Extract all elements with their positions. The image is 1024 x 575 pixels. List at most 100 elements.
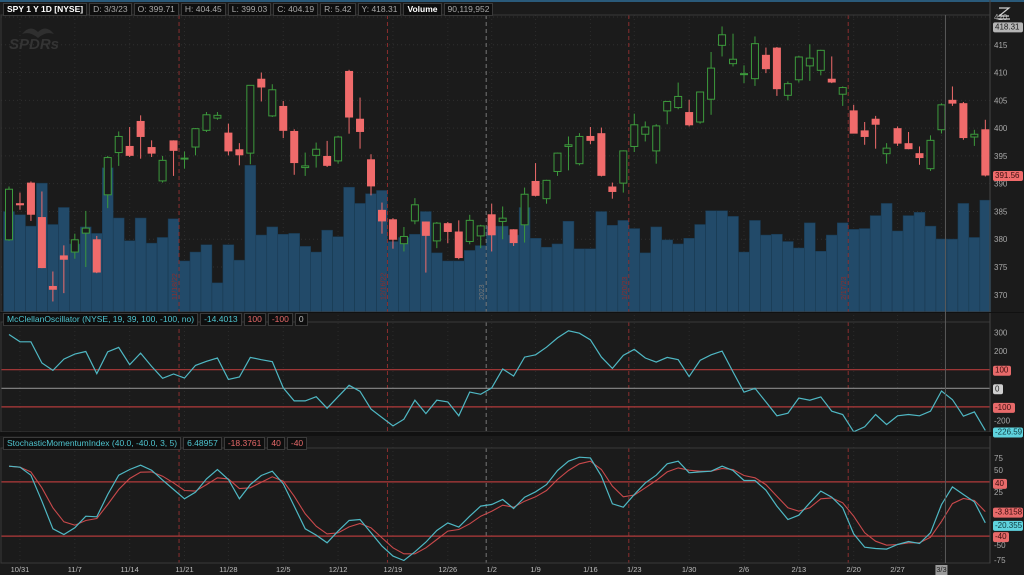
candle[interactable] [15, 192, 24, 210]
candle[interactable] [158, 155, 167, 183]
candle[interactable] [849, 104, 858, 134]
candle[interactable] [520, 187, 529, 243]
candle[interactable] [619, 150, 628, 193]
candle[interactable] [882, 143, 891, 164]
candle[interactable] [707, 52, 716, 115]
candle[interactable] [5, 186, 13, 241]
candle[interactable] [465, 214, 474, 245]
candle[interactable] [367, 154, 376, 196]
candle[interactable] [783, 81, 792, 101]
candle[interactable] [125, 127, 134, 158]
candle[interactable] [586, 127, 595, 145]
candle[interactable] [169, 140, 178, 176]
pane-splitter[interactable] [0, 312, 1024, 313]
candle[interactable] [356, 97, 365, 149]
candle[interactable] [180, 151, 189, 169]
candle[interactable] [893, 126, 902, 146]
symbol-label[interactable]: SPY 1 Y 1D [NYSE] [3, 3, 88, 16]
candle[interactable] [476, 224, 485, 249]
candle[interactable] [926, 135, 935, 171]
candle[interactable] [970, 129, 979, 146]
candle[interactable] [674, 82, 683, 110]
volume-label[interactable]: Volume [403, 3, 442, 16]
candle[interactable] [279, 100, 288, 139]
price-tick-label: 375 [994, 263, 1008, 272]
candle[interactable] [937, 103, 946, 134]
candle[interactable] [388, 218, 397, 249]
candle[interactable] [761, 47, 770, 74]
candle[interactable] [37, 191, 46, 269]
candle[interactable] [268, 84, 277, 118]
candle[interactable] [202, 112, 211, 133]
candle[interactable] [290, 129, 299, 175]
candle[interactable] [421, 221, 430, 273]
candle[interactable] [323, 140, 332, 168]
candle[interactable] [597, 127, 606, 177]
candle[interactable] [696, 91, 705, 124]
candle[interactable] [860, 122, 869, 145]
candle[interactable] [509, 229, 518, 246]
candle[interactable] [26, 181, 35, 221]
candle[interactable] [542, 179, 551, 204]
candle[interactable] [487, 203, 496, 252]
volume-bar [595, 211, 608, 313]
candle[interactable] [794, 55, 803, 83]
candle[interactable] [454, 220, 463, 260]
candle[interactable] [81, 210, 90, 268]
candle[interactable] [838, 86, 847, 106]
candle[interactable] [575, 133, 584, 166]
candle[interactable] [345, 69, 354, 134]
candle[interactable] [630, 113, 639, 153]
candle[interactable] [59, 245, 68, 294]
candle[interactable] [334, 135, 343, 164]
candle[interactable] [641, 121, 650, 142]
candle[interactable] [750, 36, 759, 86]
zoom-icon[interactable] [997, 7, 1011, 20]
candle[interactable] [739, 65, 748, 84]
candle[interactable] [959, 102, 968, 140]
candle[interactable] [114, 131, 123, 166]
candle[interactable] [772, 47, 781, 96]
candle[interactable] [147, 140, 156, 158]
candle[interactable] [399, 227, 408, 252]
candle[interactable] [553, 152, 562, 176]
candle[interactable] [92, 235, 101, 274]
candle[interactable] [301, 152, 310, 176]
candle[interactable] [652, 124, 661, 164]
candle[interactable] [564, 136, 573, 171]
candle[interactable] [685, 99, 694, 127]
mcclellan-title[interactable]: McClellanOscillator (NYSE, 19, 39, 100, … [3, 313, 199, 326]
candle[interactable] [48, 271, 57, 302]
candle[interactable] [432, 222, 441, 249]
candle[interactable] [257, 72, 266, 102]
candle[interactable] [498, 206, 507, 240]
candle[interactable] [246, 84, 255, 165]
candle[interactable] [235, 143, 244, 166]
candle[interactable] [191, 128, 200, 156]
candle[interactable] [915, 146, 924, 165]
candle[interactable] [871, 115, 880, 149]
candle[interactable] [70, 233, 79, 259]
candle[interactable] [904, 132, 913, 150]
candle[interactable] [531, 163, 540, 197]
candle[interactable] [718, 26, 727, 57]
candle[interactable] [827, 56, 836, 84]
candle[interactable] [948, 86, 957, 106]
candle[interactable] [443, 222, 452, 244]
candle[interactable] [805, 44, 814, 81]
candle[interactable] [377, 202, 386, 234]
candle[interactable] [729, 33, 738, 67]
candle[interactable] [103, 155, 112, 209]
candle[interactable] [410, 198, 419, 225]
smi-title[interactable]: StochasticMomentumIndex (40.0, -40.0, 3,… [3, 437, 182, 450]
candle[interactable] [136, 115, 145, 159]
candle[interactable] [663, 100, 672, 125]
pane-splitter[interactable] [0, 432, 1024, 436]
candle[interactable] [816, 49, 825, 76]
candle[interactable] [224, 123, 233, 156]
candle[interactable] [608, 182, 617, 199]
candle[interactable] [213, 112, 222, 120]
candle[interactable] [981, 119, 990, 177]
candle[interactable] [312, 142, 321, 168]
